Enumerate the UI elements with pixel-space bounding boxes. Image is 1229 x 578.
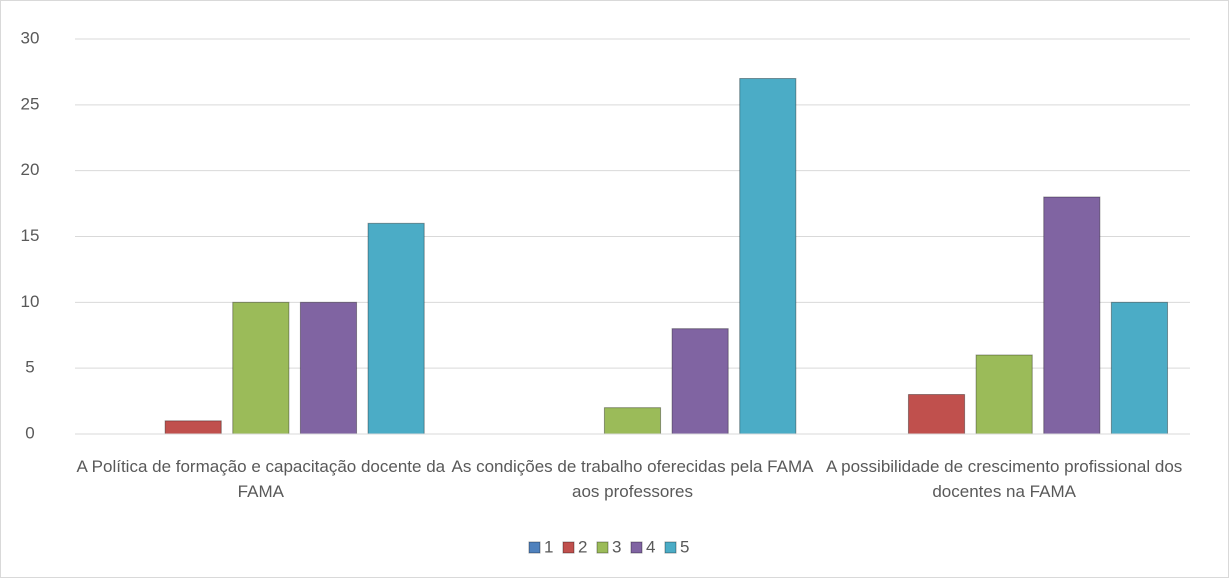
legend-swatch	[562, 541, 575, 554]
bar	[367, 222, 425, 435]
legend-label: 1	[544, 537, 553, 556]
legend-swatch	[630, 541, 643, 554]
y-tick-label: 30	[21, 28, 40, 47]
legend-label: 5	[680, 537, 689, 556]
x-tick-label: As condições de trabalho oferecidas pela…	[451, 457, 814, 501]
x-tick-label: A possibilidade de crescimento profissio…	[826, 457, 1183, 501]
bar	[603, 407, 662, 435]
legend-swatch	[664, 541, 677, 554]
y-tick-label: 20	[21, 160, 40, 179]
y-tick-label: 15	[21, 226, 40, 245]
legend-label: 2	[578, 537, 587, 556]
bar	[232, 301, 290, 435]
bar	[739, 78, 797, 435]
bar	[1110, 301, 1169, 435]
legend-label: 3	[612, 537, 621, 556]
x-tick-label: A Política de formação e capacitação doc…	[76, 457, 446, 501]
y-tick-label: 10	[21, 292, 40, 311]
bar	[907, 394, 966, 435]
bar	[1043, 196, 1101, 435]
bar	[299, 301, 358, 435]
y-tick-label: 5	[25, 358, 34, 377]
legend-label: 4	[646, 537, 655, 556]
bar	[975, 354, 1033, 435]
legend-swatch	[596, 541, 609, 554]
bar	[164, 420, 222, 435]
y-tick-label: 25	[21, 94, 40, 113]
bar	[671, 328, 729, 435]
legend-swatch	[528, 541, 541, 554]
y-tick-label: 0	[25, 423, 34, 442]
